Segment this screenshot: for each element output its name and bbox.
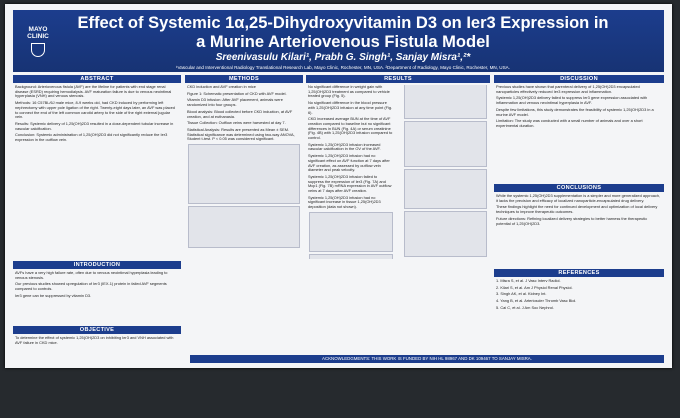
paragraph: CKD induction and AVF creation in mice (187, 84, 256, 89)
figure (403, 121, 487, 168)
conclusions-section: CONCLUSIONS While the systemic 1,25(OH)2D… (494, 184, 664, 266)
paragraph: Ier3 gene can be suppressed by vitamin D… (15, 292, 92, 298)
paragraph: Systemic 1,25(OH)2D3 infusion failed to … (308, 173, 392, 194)
section-body: No significant difference in weight gain… (306, 84, 490, 260)
logo-text: MAYO CLINIC (27, 26, 49, 40)
section-heading: RESULTS (306, 75, 490, 83)
references-section: REFERENCES 1. Misra S, et al. J Vasc Inte… (494, 269, 664, 352)
introduction-section: INTRODUCTION AVFs have a very high failur… (13, 261, 181, 323)
paragraph: No significant difference in the blood p… (308, 100, 393, 115)
paragraph: These findings highlight the need for co… (496, 204, 658, 215)
paragraph: Tissue Collection: Outflow veins were ha… (187, 120, 286, 126)
poster-title: Effect of Systemic 1α,25-Dihydroxyvitami… (77, 14, 609, 51)
section-body: While the systemic 1,25(OH)2D3 supplemen… (494, 193, 664, 226)
paragraph: Results: Systemic delivery of 1,25(OH)2D… (15, 120, 174, 131)
paragraph: Previous studies have shown that parente… (496, 84, 640, 94)
section-heading: CONCLUSIONS (494, 184, 664, 192)
figure (188, 144, 300, 205)
paragraph: While the systemic 1,25(OH)2D3 supplemen… (496, 193, 661, 203)
figure (309, 211, 393, 252)
logo-shield (31, 43, 45, 57)
poster: MAYO CLINIC Effect of Systemic 1α,25-Dih… (5, 4, 672, 368)
section-heading: METHODS (185, 75, 303, 83)
paragraph: Despite few limitations, this study demo… (496, 106, 654, 117)
section-body: 1. Misra S, et al. J Vasc Interv Radiol.… (494, 278, 664, 311)
header: MAYO CLINIC Effect of Systemic 1α,25-Dih… (13, 10, 664, 72)
figure (403, 169, 487, 210)
section-heading: REFERENCES (494, 269, 664, 277)
paragraph: 2. Kilari S, et al. Am J Physiol Renal P… (496, 284, 573, 290)
paragraph: 1. Misra S, et al. J Vasc Interv Radiol. (496, 278, 561, 283)
section-heading: INTRODUCTION (13, 261, 181, 269)
section-heading: ABSTRACT (13, 75, 181, 83)
methods-section: METHODS CKD induction and AVF creation in… (185, 75, 303, 352)
discussion-section: DISCUSSION Previous studies have shown th… (494, 75, 664, 181)
objective-section: OBJECTIVE To determine the effect of syst… (13, 326, 181, 363)
affiliation: ¹Vascular and Interventional Radiology T… (175, 65, 511, 70)
paragraph: Conclusion: Systemic administration of 1… (15, 132, 168, 143)
paragraph: Our previous studies showed upregulation… (15, 281, 167, 292)
section-body: CKD induction and AVF creation in mice Fi… (185, 84, 303, 249)
paragraph: 3. Singh AK, et al. Kidney Int. (496, 291, 547, 297)
figure (188, 206, 300, 249)
paragraph: Methods: 16 C57BL/6J male mice, 8-9 week… (15, 100, 175, 120)
paragraph: 5. Cai C, et al. J Am Soc Nephrol. (496, 304, 554, 310)
paragraph: Systemic 1,25(OH)2D3 delivery failed to … (496, 95, 648, 106)
paragraph: Background: Arteriovenous fistula (AVF) … (15, 84, 172, 99)
paragraph: CKD increased average BUN at the time of… (308, 116, 393, 141)
paragraph: Systemic 1,25(OH)2D3 infusion had no sig… (308, 194, 381, 210)
section-body: Background: Arteriovenous fistula (AVF) … (13, 84, 181, 143)
paragraph: 4. Yang B, et al. Arterioscler Thromb Va… (496, 298, 577, 304)
section-heading: OBJECTIVE (13, 326, 181, 334)
paragraph: No significant difference in weight gain… (308, 84, 390, 99)
section-heading: DISCUSSION (494, 75, 664, 83)
paragraph: Statistical Analysis: Results are presen… (187, 126, 295, 142)
abstract-section: ABSTRACT Background: Arteriovenous fistul… (13, 75, 181, 258)
paragraph: Systemic 1,25(OH)2D3 infusion had no sig… (308, 153, 390, 173)
paragraph: Figure 1: Schematic presentation of CKD … (187, 90, 287, 96)
paragraph: Systemic 1,25(OH)2D3 infusion increased … (308, 141, 381, 152)
paragraph: Future directions: Refining localized de… (496, 215, 648, 226)
logo: MAYO CLINIC (21, 26, 55, 57)
paragraph: To determine the effect of systemic 1,25… (15, 335, 174, 345)
section-body: AVFs have a very high failure rate, ofte… (13, 270, 181, 299)
section-body: To determine the effect of systemic 1,25… (13, 335, 181, 345)
acknowledgments: ACKNOWLEDGMENTS: THIS WORK IS FUNDED BY … (190, 355, 664, 363)
section-body: Previous studies have shown that parente… (494, 84, 664, 129)
authors: Sreenivasulu Kilari¹, Prabh G. Singh¹, S… (215, 52, 471, 63)
results-section: RESULTS No significant difference in weig… (306, 75, 490, 352)
paragraph: Limitation: The study was conducted with… (496, 118, 643, 128)
paragraph: Blood analysis: Blood collected before C… (187, 108, 293, 119)
paragraph: AVFs have a very high failure rate, ofte… (15, 270, 168, 280)
figure (403, 211, 487, 258)
paragraph: Vitamin D3 infusion: After AVF placement… (187, 97, 283, 108)
